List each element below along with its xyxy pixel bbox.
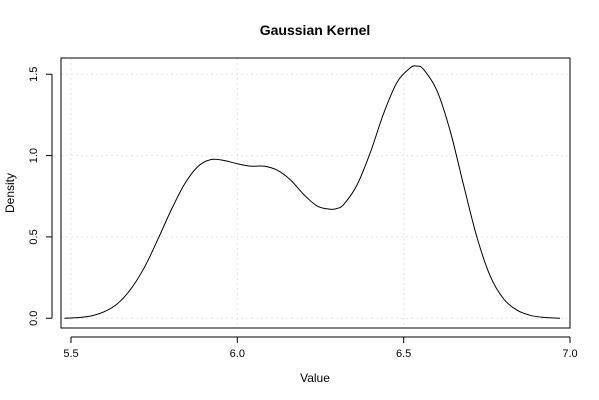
chart-title: Gaussian Kernel xyxy=(260,22,371,38)
y-axis: 0.0 0.5 1.0 1.5 xyxy=(28,67,53,326)
y-tick-label: 1.0 xyxy=(28,148,40,163)
y-tick-label: 1.5 xyxy=(28,67,40,82)
y-tick-label: 0.0 xyxy=(28,311,40,326)
x-axis-label: Value xyxy=(300,371,330,385)
density-curve xyxy=(64,65,561,319)
x-tick-label: 7.0 xyxy=(562,348,577,360)
y-tick-label: 0.5 xyxy=(28,229,40,244)
x-tick-label: 6.5 xyxy=(396,348,411,360)
plot-frame xyxy=(60,57,571,329)
grid xyxy=(61,58,571,328)
x-tick-label: 6.0 xyxy=(230,348,245,360)
x-axis: 5.5 6.0 6.5 7.0 xyxy=(63,336,578,360)
x-tick-label: 5.5 xyxy=(63,348,78,360)
y-axis-label: Density xyxy=(3,173,17,213)
